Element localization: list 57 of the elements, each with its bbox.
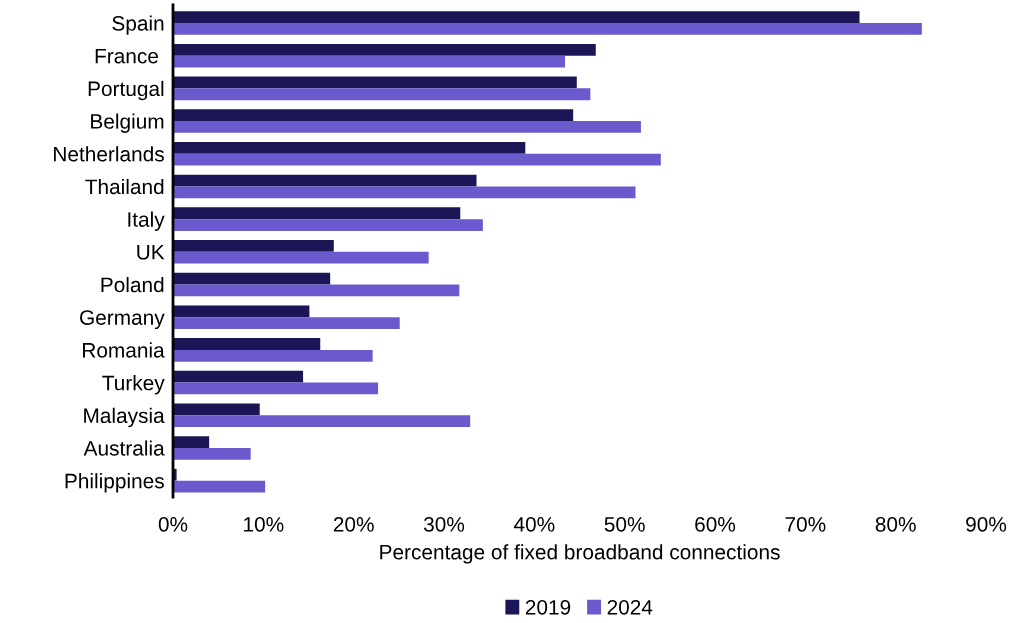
bar — [173, 370, 304, 383]
y-tick-label: Philippines — [65, 473, 164, 493]
x-tick-label: 20% — [333, 516, 374, 532]
bar — [173, 317, 400, 329]
x-tick-label: 70% — [785, 516, 826, 532]
y-tick-label: Belgium — [91, 113, 164, 133]
x-tick-label: 30% — [423, 516, 465, 532]
y-tick-label: Turkey — [102, 375, 165, 395]
y-tick-label: Thailand — [85, 178, 164, 195]
bar — [173, 415, 471, 428]
y-tick-label: Portugal — [88, 80, 164, 101]
bar — [173, 251, 429, 264]
y-tick-label: Germany — [80, 310, 165, 330]
x-axis-title: Percentage of fixed broadband connections — [380, 544, 780, 564]
y-tick-label: Spain — [112, 15, 164, 35]
y-tick-label: France — [95, 48, 158, 64]
y-tick-label: Netherlands — [54, 146, 164, 162]
y-tick-label: UK — [137, 245, 165, 260]
bar — [173, 174, 477, 187]
x-tick-label: 40% — [513, 516, 555, 532]
x-tick-label: 10% — [244, 516, 284, 532]
bar — [173, 305, 310, 318]
bar — [173, 219, 483, 231]
bar — [173, 349, 373, 362]
bar — [173, 207, 461, 220]
bar — [173, 55, 566, 68]
bar — [173, 109, 574, 122]
bar — [173, 240, 334, 252]
bar — [173, 11, 860, 23]
bar — [173, 141, 526, 154]
bar — [173, 186, 636, 199]
x-tick-label: 80% — [875, 516, 916, 532]
bar — [173, 153, 661, 166]
bar — [173, 76, 577, 89]
legend-label: 2019 — [525, 599, 571, 615]
bar — [173, 436, 210, 448]
bar — [173, 403, 260, 416]
bar — [173, 88, 591, 101]
bar — [173, 284, 460, 297]
x-tick-label: 0% — [158, 516, 188, 532]
x-tick-label: 60% — [695, 516, 736, 532]
bar — [173, 447, 251, 460]
bar — [173, 43, 596, 56]
y-tick-label: Italy — [128, 211, 165, 231]
y-tick-label: Romania — [83, 342, 165, 358]
x-tick-label: 90% — [966, 516, 1007, 532]
bar — [173, 272, 331, 285]
y-tick-label: Poland — [101, 276, 164, 293]
y-tick-label: Malaysia — [84, 407, 165, 428]
x-tick-label: 50% — [604, 516, 645, 532]
bar — [173, 382, 379, 395]
y-tick-label: Australia — [83, 440, 165, 456]
legend-label: 2024 — [607, 599, 653, 615]
bar — [173, 22, 922, 35]
bar — [173, 480, 266, 493]
bar — [173, 338, 321, 350]
bar — [173, 121, 641, 133]
